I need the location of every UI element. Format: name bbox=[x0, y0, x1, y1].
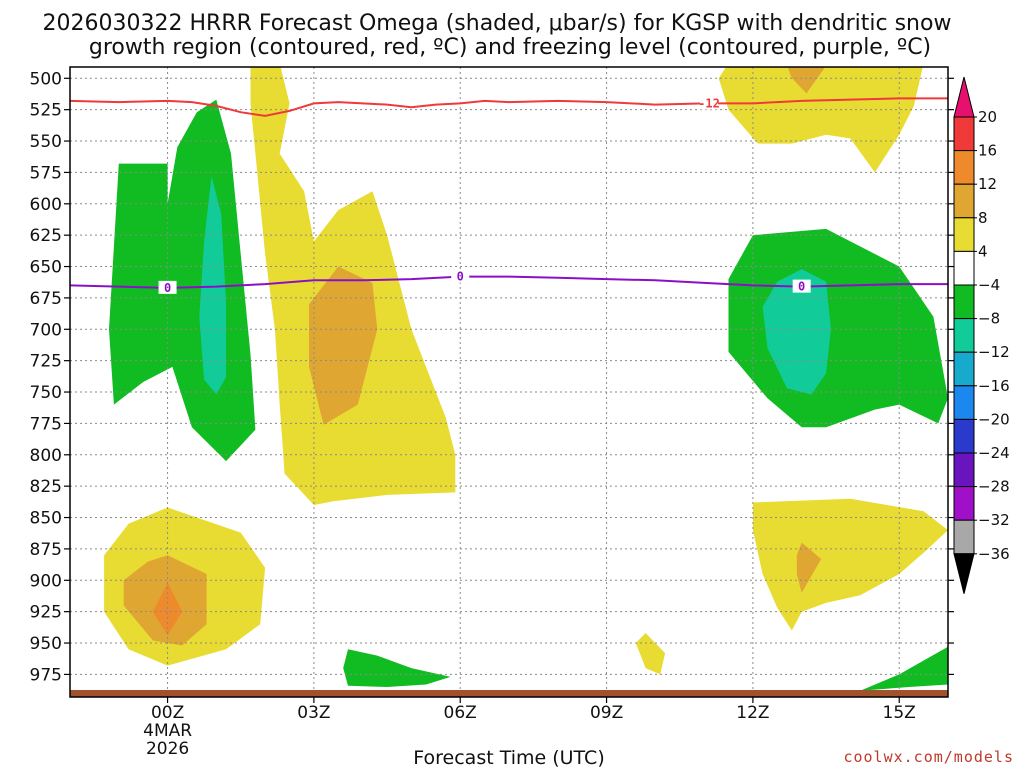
colorbar-label: 12 bbox=[978, 175, 997, 193]
y-tick-label: 575 bbox=[30, 163, 62, 183]
y-tick-label: 875 bbox=[30, 540, 62, 560]
chart-title-line-1: 2026030322 HRRR Forecast Omega (shaded, … bbox=[43, 11, 952, 36]
colorbar-segment bbox=[953, 183, 975, 219]
colorbar-labels: 20 16 12 8 4 −4 −8 −12 −16 −20 −24 −28 −… bbox=[978, 108, 1010, 563]
colorbar-label: −8 bbox=[978, 310, 1000, 328]
freezing-contour-label-bg bbox=[158, 280, 177, 294]
y-tick-label: 775 bbox=[30, 414, 62, 434]
y-tick-label: 675 bbox=[30, 289, 62, 309]
colorbar-label: −24 bbox=[978, 444, 1010, 462]
dendritic-growth-contour bbox=[70, 97, 948, 117]
colorbar-label: 16 bbox=[978, 142, 997, 160]
colorbar-segment bbox=[953, 217, 975, 252]
y-tick-label: 975 bbox=[30, 665, 62, 685]
omega-region-neg4 bbox=[860, 646, 948, 691]
y-tick-labels: 500 525 550 575 600 625 650 675 700 725 … bbox=[30, 69, 62, 685]
colorbar-segment bbox=[953, 486, 975, 521]
colorbar-label: −4 bbox=[978, 276, 1000, 294]
freezing-contour-label: 0 bbox=[798, 280, 805, 294]
y-tick-label: 500 bbox=[30, 69, 62, 89]
omega-region-12 bbox=[152, 582, 183, 636]
omega-region-neg4 bbox=[343, 649, 451, 687]
freezing-contour-label: 0 bbox=[457, 270, 464, 284]
y-tick-label: 525 bbox=[30, 101, 62, 121]
y-tick-label: 700 bbox=[30, 320, 62, 340]
y-tick-label: 625 bbox=[30, 226, 62, 246]
colorbar-label: 20 bbox=[978, 108, 997, 126]
colorbar-segment bbox=[953, 418, 975, 454]
dendritic-contour-label: -12 bbox=[698, 96, 720, 110]
y-tick-label: 850 bbox=[30, 509, 62, 529]
freezing-contour-label: 0 bbox=[164, 281, 171, 295]
y-tick-label: 550 bbox=[30, 132, 62, 152]
colorbar-segment bbox=[953, 250, 975, 286]
x-tick-label-06z: 06Z bbox=[444, 703, 477, 723]
freezing-contour-label-bg bbox=[792, 279, 811, 293]
colorbar-segment bbox=[953, 351, 975, 387]
colorbar-label: −36 bbox=[978, 545, 1010, 563]
y-tick-label: 650 bbox=[30, 258, 62, 278]
omega-region-8 bbox=[309, 266, 378, 425]
colorbar-label: −28 bbox=[978, 478, 1010, 496]
date-label-month: 4MAR bbox=[143, 721, 192, 741]
colorbar-bottom-arrow bbox=[953, 553, 975, 594]
y-tick-label: 950 bbox=[30, 634, 62, 654]
x-axis-title: Forecast Time (UTC) bbox=[413, 747, 604, 768]
y-tick-label: 900 bbox=[30, 571, 62, 591]
omega-region-neg8 bbox=[199, 176, 227, 395]
y-tick-label: 750 bbox=[30, 383, 62, 403]
colorbar-segment bbox=[953, 519, 975, 555]
x-tick-label-00z: 00Z bbox=[151, 703, 184, 723]
omega-region-8 bbox=[796, 542, 822, 593]
chart-title-line-2: growth region (contoured, red, ºC) and f… bbox=[89, 35, 931, 60]
colorbar-label: −16 bbox=[978, 377, 1010, 395]
colorbar-segment bbox=[953, 318, 975, 353]
colorbar-label: −12 bbox=[978, 343, 1010, 361]
terrain-strip bbox=[70, 690, 948, 697]
colorbar-label: −20 bbox=[978, 410, 1010, 428]
colorbar-segment bbox=[953, 385, 975, 420]
colorbar-label: −32 bbox=[978, 511, 1010, 529]
omega-region-4 bbox=[635, 633, 666, 675]
colorbar-label: 8 bbox=[978, 209, 988, 227]
colorbar-segment bbox=[953, 452, 975, 488]
x-tick-label-12z: 12Z bbox=[736, 703, 769, 723]
x-tick-label-09z: 09Z bbox=[590, 703, 623, 723]
freezing-contour-label-bg bbox=[451, 269, 470, 283]
dendritic-contour-label-bg bbox=[699, 96, 718, 110]
source-credit: coolwx.com/models bbox=[843, 748, 1014, 766]
y-tick-label: 925 bbox=[30, 603, 62, 623]
x-tick-labels: 00Z 03Z 06Z 09Z 12Z 15Z 4MAR 2026 bbox=[143, 703, 916, 759]
colorbar bbox=[953, 76, 977, 594]
x-tick-label-03z: 03Z bbox=[297, 703, 330, 723]
colorbar-segment bbox=[953, 150, 975, 185]
y-tick-label: 825 bbox=[30, 477, 62, 497]
x-tick-label-15z: 15Z bbox=[883, 703, 916, 723]
omega-region-4 bbox=[752, 498, 948, 631]
date-label-year: 2026 bbox=[146, 739, 189, 759]
y-tick-label: 800 bbox=[30, 446, 62, 466]
plot-frame bbox=[69, 66, 949, 698]
omega-region-4 bbox=[718, 67, 923, 173]
y-tick-label: 725 bbox=[30, 352, 62, 372]
colorbar-label: 4 bbox=[978, 242, 988, 260]
omega-region-neg8 bbox=[762, 269, 831, 395]
y-tick-label: 600 bbox=[30, 195, 62, 215]
plot-area: -12 0 0 0 bbox=[64, 66, 954, 703]
colorbar-segment bbox=[953, 116, 975, 152]
colorbar-segment bbox=[953, 284, 975, 320]
plot-inner: -12 0 0 0 bbox=[70, 67, 948, 697]
omega-region-8 bbox=[787, 67, 826, 94]
